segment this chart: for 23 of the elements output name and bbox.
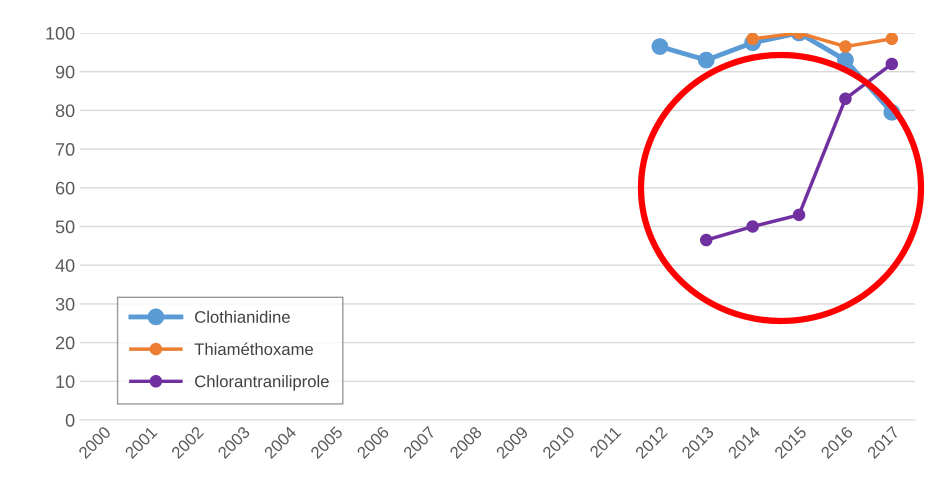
y-tick-label: 20 (56, 336, 74, 350)
point (700, 234, 712, 246)
point (839, 40, 852, 53)
point (839, 92, 852, 106)
y-tick-label: 10 (56, 375, 74, 388)
y-tick-label: 60 (56, 182, 74, 195)
point (886, 58, 898, 70)
point (746, 220, 759, 233)
y-tick-label: 100 (46, 26, 74, 40)
y-tick-label: 30 (56, 298, 74, 311)
legend-label: Thiaméthoxame (194, 342, 313, 356)
point (652, 38, 668, 55)
point (886, 33, 898, 46)
y-tick-label: 40 (55, 259, 74, 272)
point (792, 208, 806, 222)
y-tick-label: 90 (56, 66, 74, 78)
y-tick-label: 0 (66, 414, 74, 427)
y-tick-label: 70 (56, 143, 74, 156)
point (698, 52, 715, 68)
legend-label: Clothianidine (195, 310, 290, 323)
legend-label: Chlorantraniliprole (195, 375, 329, 391)
y-tick-label: 50 (56, 220, 74, 234)
y-tick-label: 80 (56, 104, 74, 118)
